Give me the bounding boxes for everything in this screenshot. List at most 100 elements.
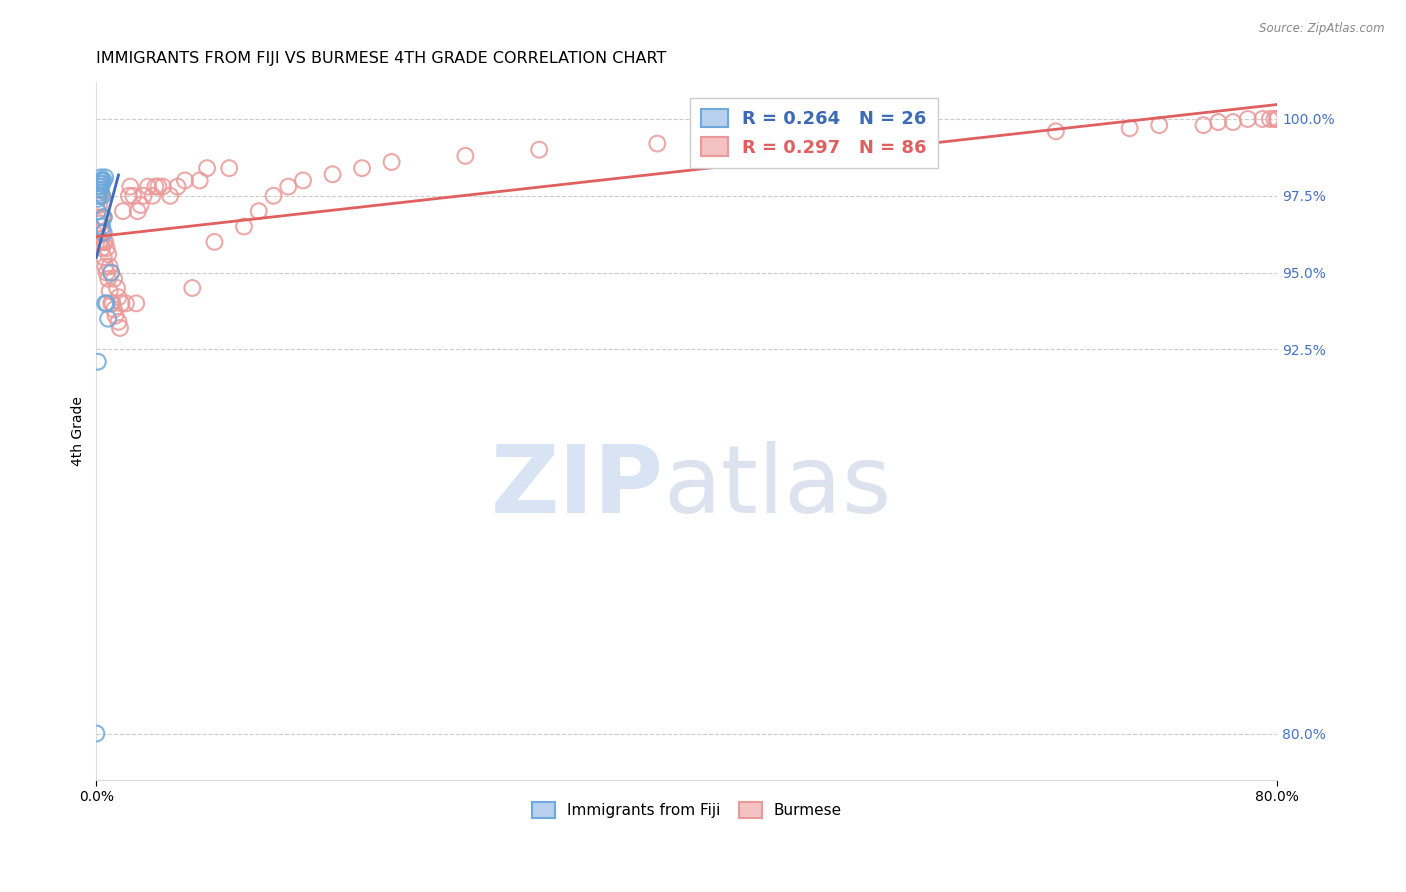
Point: [145, 179, 167, 194]
Point: [1236, 112, 1258, 126]
Point: [87, 189, 110, 203]
Point: [93, 250, 115, 264]
Point: [105, 281, 128, 295]
Point: [195, 161, 218, 176]
Point: [94, 170, 117, 185]
Point: [263, 189, 285, 203]
Point: [352, 161, 374, 176]
Point: [159, 189, 181, 203]
Point: [129, 198, 152, 212]
Point: [89, 179, 111, 194]
Point: [97, 247, 120, 261]
Point: [1045, 124, 1067, 138]
Point: [111, 204, 134, 219]
Point: [90, 189, 112, 203]
Point: [90, 173, 112, 187]
Point: [233, 219, 256, 234]
Point: [87, 228, 110, 243]
Point: [1265, 112, 1288, 126]
Point: [103, 272, 125, 286]
Point: [97, 311, 120, 326]
Point: [107, 315, 129, 329]
Point: [90, 235, 112, 249]
Point: [89, 179, 111, 194]
Legend: Immigrants from Fiji, Burmese: Immigrants from Fiji, Burmese: [526, 796, 848, 824]
Point: [897, 128, 920, 142]
Point: [115, 296, 138, 310]
Point: [89, 198, 111, 212]
Point: [148, 179, 170, 194]
Point: [152, 179, 174, 194]
Point: [1118, 121, 1140, 136]
Point: [86, 198, 108, 212]
Point: [100, 266, 122, 280]
Point: [93, 173, 115, 187]
Point: [91, 226, 114, 240]
Point: [136, 179, 159, 194]
Point: [108, 321, 131, 335]
Point: [1258, 112, 1281, 126]
Point: [91, 211, 114, 225]
Point: [166, 179, 188, 194]
Point: [90, 217, 112, 231]
Point: [322, 167, 344, 181]
Point: [89, 186, 111, 200]
Point: [96, 296, 118, 310]
Point: [90, 183, 112, 197]
Point: [1251, 112, 1274, 126]
Point: [104, 309, 127, 323]
Point: [247, 204, 270, 219]
Point: [120, 179, 142, 194]
Point: [1206, 115, 1229, 129]
Point: [93, 235, 115, 249]
Point: [97, 272, 120, 286]
Point: [127, 204, 149, 219]
Point: [93, 211, 115, 225]
Point: [1222, 115, 1244, 129]
Point: [98, 284, 121, 298]
Point: [90, 177, 112, 191]
Point: [87, 211, 110, 225]
Point: [454, 149, 477, 163]
Point: [141, 189, 163, 203]
Point: [527, 143, 550, 157]
Point: [91, 173, 114, 187]
Point: [381, 155, 404, 169]
Point: [122, 189, 145, 203]
Point: [174, 173, 197, 187]
Point: [110, 296, 132, 310]
Point: [94, 260, 117, 274]
Point: [89, 189, 111, 203]
Point: [89, 177, 111, 191]
Point: [96, 241, 118, 255]
Point: [93, 211, 115, 225]
Point: [125, 296, 148, 310]
Point: [91, 177, 114, 191]
Point: [87, 204, 110, 219]
Point: [90, 170, 112, 185]
Point: [89, 217, 111, 231]
Point: [1147, 118, 1170, 132]
Text: Source: ZipAtlas.com: Source: ZipAtlas.com: [1260, 22, 1385, 36]
Point: [100, 296, 122, 310]
Point: [704, 134, 727, 148]
Point: [218, 161, 240, 176]
Point: [118, 189, 141, 203]
Point: [87, 355, 110, 369]
Point: [204, 235, 226, 249]
Point: [98, 260, 121, 274]
Point: [1263, 112, 1285, 126]
Point: [277, 179, 299, 194]
Point: [89, 183, 111, 197]
Point: [1265, 112, 1288, 126]
Point: [86, 726, 108, 740]
Point: [91, 241, 114, 255]
Point: [91, 189, 114, 203]
Point: [93, 226, 115, 240]
Point: [86, 235, 108, 249]
Text: atlas: atlas: [664, 441, 891, 533]
Point: [89, 235, 111, 249]
Point: [91, 189, 114, 203]
Point: [103, 302, 125, 317]
Point: [1192, 118, 1215, 132]
